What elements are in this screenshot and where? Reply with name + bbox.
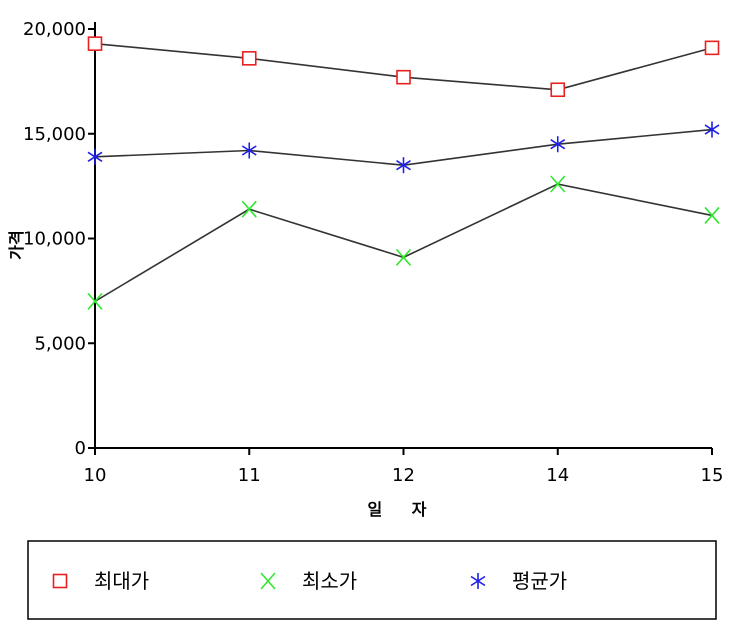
asterisk-stroke (704, 124, 720, 135)
asterisk-stroke (396, 160, 411, 171)
y-ticks: 0 5,000 10,000 15,000 20,000 (23, 19, 95, 459)
x-stroke (395, 248, 412, 266)
data-point (550, 136, 566, 153)
axes (94, 22, 712, 449)
data-point (241, 200, 257, 218)
x-axis-title: 일 자 (367, 500, 438, 519)
asterisk-stroke (470, 575, 486, 587)
y-tick-label: 0 (75, 438, 86, 459)
y-axis-title: 가격 (7, 230, 26, 259)
legend-marker (470, 573, 486, 589)
legend-label: 최대가 (94, 569, 149, 593)
x-tick-label: 12 (392, 465, 415, 486)
legend-marker (52, 573, 68, 589)
y-tick-label: 10,000 (23, 229, 86, 250)
x-tick-label: 15 (701, 465, 724, 486)
x-tick-label: 14 (546, 465, 569, 486)
asterisk-stroke (550, 139, 566, 150)
series-markers (87, 36, 720, 310)
y-tick-label: 5,000 (34, 333, 86, 354)
asterisk-stroke (87, 151, 103, 162)
data-point (550, 175, 566, 193)
data-point (395, 248, 412, 266)
data-point (396, 69, 411, 85)
series-line-2 (94, 183, 713, 303)
x-ticks: 10 11 12 14 15 (84, 448, 724, 486)
x-tick-label: 11 (238, 465, 261, 486)
legend-box (27, 540, 717, 620)
legend-marker (260, 572, 276, 590)
data-point (241, 51, 257, 66)
data-point (87, 148, 103, 165)
y-tick-label: 15,000 (23, 124, 86, 145)
x-stroke (550, 175, 566, 193)
y-tick-label: 20,000 (23, 19, 86, 40)
data-point (704, 206, 720, 224)
data-point (87, 292, 103, 310)
x-stroke (260, 572, 276, 590)
data-point (704, 40, 720, 56)
x-stroke (241, 200, 257, 218)
data-point (704, 121, 720, 138)
asterisk-stroke (241, 145, 257, 156)
data-point (396, 157, 411, 174)
x-tick-label: 10 (84, 465, 107, 486)
x-stroke (704, 206, 720, 224)
data-point (241, 142, 257, 159)
legend-label: 최소가 (302, 569, 357, 593)
x-stroke (87, 292, 103, 310)
data-point (550, 82, 566, 98)
legend-label: 평균가 (512, 569, 567, 593)
data-point (87, 36, 103, 51)
legend: 최대가 최소가 평균가 (27, 540, 717, 620)
